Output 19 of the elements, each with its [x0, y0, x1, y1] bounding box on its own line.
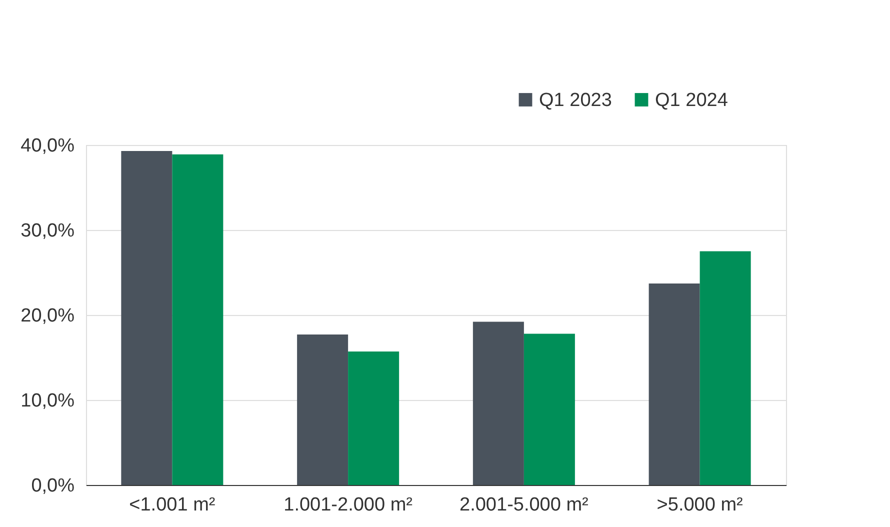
bar [297, 334, 348, 485]
x-tick-label: <1.001 m² [129, 494, 216, 516]
x-tick-label: >5.000 m² [656, 494, 743, 516]
x-tick-label: 1.001-2.000 m² [284, 494, 412, 516]
x-tick-label: 2.001-5.000 m² [460, 494, 588, 516]
y-tick-label: 30,0% [20, 220, 75, 242]
bar [700, 251, 751, 485]
bar [472, 322, 524, 485]
bar [121, 150, 172, 485]
bar [348, 352, 400, 485]
bar [524, 334, 575, 485]
bar [648, 284, 700, 485]
y-tick-label: 40,0% [20, 136, 75, 156]
y-tick-label: 0,0% [31, 476, 75, 496]
y-tick-label: 20,0% [20, 306, 75, 326]
y-tick-label: 10,0% [20, 390, 75, 412]
legend-label: Q1 2024 [655, 90, 728, 111]
legend-label: Q1 2023 [539, 90, 612, 111]
bar [172, 154, 224, 485]
